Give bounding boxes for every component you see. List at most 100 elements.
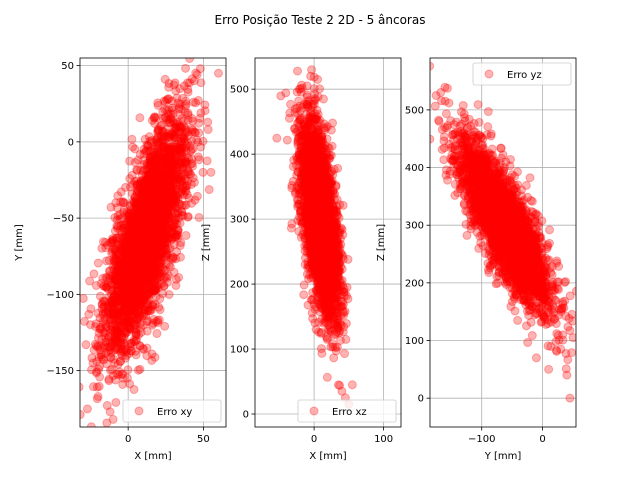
data-point (162, 95, 172, 105)
data-point (135, 256, 144, 266)
data-point (164, 212, 174, 222)
data-point (118, 197, 128, 207)
data-point (159, 155, 169, 165)
data-point (184, 167, 194, 177)
data-point (145, 255, 155, 265)
data-point (173, 117, 183, 127)
data-point (129, 273, 139, 283)
data-point (190, 195, 200, 205)
data-point (147, 224, 157, 234)
data-point (173, 98, 183, 108)
data-point (145, 183, 155, 193)
data-point (151, 245, 161, 255)
data-point (124, 236, 134, 246)
data-point (136, 230, 146, 240)
data-point (153, 242, 163, 252)
data-point (140, 134, 150, 144)
data-point (150, 233, 160, 243)
data-point (139, 201, 149, 211)
data-point (142, 216, 152, 226)
data-point (127, 134, 137, 144)
data-point (167, 129, 177, 139)
data-point (155, 235, 165, 245)
data-point (125, 279, 135, 289)
data-point (161, 155, 171, 165)
data-point (129, 236, 139, 246)
data-point (141, 227, 151, 237)
data-point (115, 261, 125, 271)
data-point (126, 299, 136, 309)
data-point (129, 236, 139, 246)
data-point (130, 231, 140, 241)
data-point (97, 243, 107, 253)
data-point (167, 96, 177, 106)
data-point (146, 157, 156, 167)
data-point (112, 286, 122, 296)
data-point (108, 325, 118, 335)
data-point (155, 203, 165, 213)
data-point (125, 379, 135, 389)
data-point (92, 382, 102, 392)
data-point (143, 215, 153, 225)
x-tick: 50 (197, 427, 210, 445)
data-point (139, 233, 149, 243)
data-point (125, 216, 135, 226)
data-point (147, 153, 157, 163)
data-point (110, 335, 120, 345)
data-point (155, 201, 165, 211)
data-point (147, 198, 157, 208)
data-point (132, 249, 142, 259)
y-tick: −50 (53, 214, 80, 225)
data-point (198, 167, 208, 177)
data-point (139, 209, 149, 219)
data-point (134, 217, 144, 227)
data-point (178, 132, 188, 142)
data-point (136, 209, 146, 219)
data-point (125, 156, 135, 166)
data-point (113, 191, 123, 201)
data-point (131, 346, 141, 356)
data-point (110, 337, 120, 347)
data-point (146, 171, 156, 181)
data-point (173, 225, 183, 235)
data-point (103, 300, 113, 310)
data-point (160, 146, 170, 156)
data-point (136, 227, 146, 237)
data-point (183, 138, 193, 148)
data-point (146, 182, 156, 192)
data-point (159, 230, 169, 240)
data-point (136, 177, 146, 187)
data-point (109, 286, 119, 296)
data-point (161, 166, 171, 176)
data-point (168, 190, 178, 200)
data-point (118, 286, 128, 296)
data-point (123, 256, 133, 266)
data-point (208, 44, 216, 52)
grid-xy (80, 58, 226, 427)
data-point (143, 140, 153, 150)
data-point (146, 168, 156, 178)
data-point (146, 207, 156, 217)
data-point (155, 255, 165, 265)
data-point (122, 274, 132, 284)
data-point (147, 220, 157, 230)
data-point (140, 251, 150, 261)
data-point (170, 78, 180, 88)
data-point (161, 211, 171, 221)
data-point (171, 167, 181, 177)
data-point (110, 291, 120, 301)
data-point (112, 281, 122, 291)
data-point (173, 191, 183, 201)
data-point (151, 207, 161, 217)
data-point (159, 209, 169, 219)
data-point (182, 127, 192, 137)
data-point (146, 187, 156, 197)
data-point (152, 196, 162, 206)
data-point (153, 133, 163, 143)
data-point (137, 245, 147, 255)
data-point (130, 243, 140, 253)
data-point (123, 323, 133, 333)
data-point (131, 324, 141, 334)
data-point (108, 310, 118, 320)
data-point (149, 177, 159, 187)
